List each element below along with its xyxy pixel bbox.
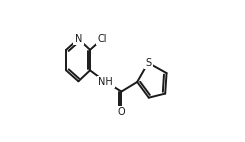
Text: NH: NH xyxy=(98,77,113,87)
Text: Cl: Cl xyxy=(98,34,107,44)
Text: N: N xyxy=(75,34,82,44)
Text: S: S xyxy=(145,58,151,68)
Text: O: O xyxy=(118,107,125,117)
